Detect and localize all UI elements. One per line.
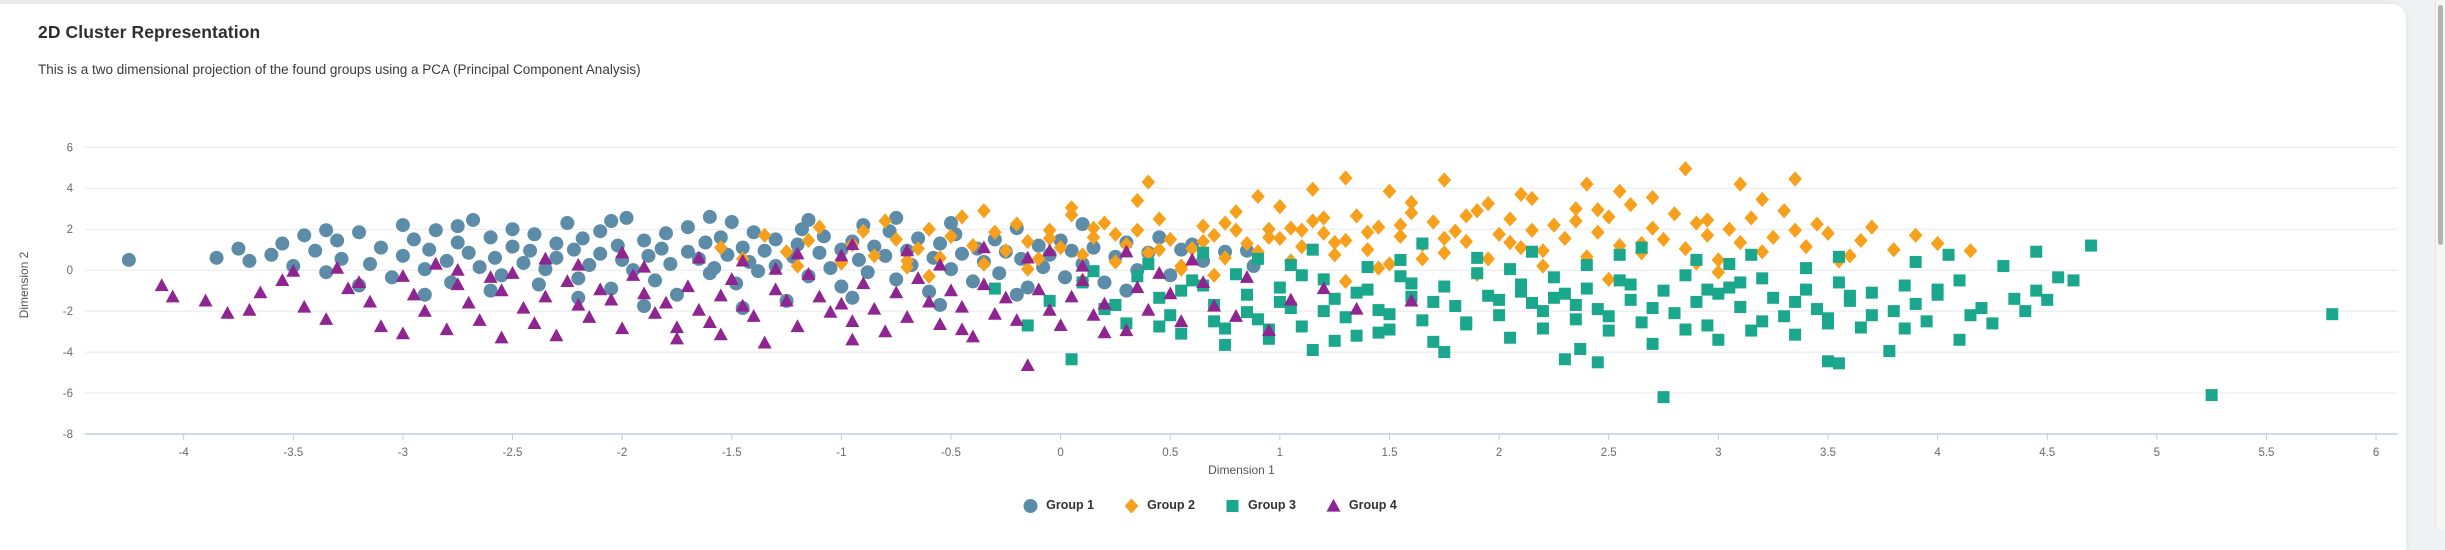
x-tick-label: 3.5 (1820, 447, 1836, 459)
vertical-scrollbar[interactable] (2435, 0, 2445, 530)
x-tick-label: 4.5 (2039, 447, 2055, 459)
chart-legend: Group 1 Group 2 Group 3 Group 4 (0, 492, 2420, 518)
y-tick-label: 4 (67, 183, 74, 195)
x-tick-label: 1.5 (1381, 447, 1397, 459)
x-tick-label: 3 (1715, 447, 1721, 459)
x-tick-label: -1 (836, 447, 846, 459)
legend-marker-diamond-icon (1124, 497, 1139, 513)
y-tick-label: 6 (67, 142, 73, 154)
chart-subtitle: This is a two dimensional projection of … (38, 62, 641, 77)
y-tick-label: -6 (63, 388, 73, 400)
legend-item-group-4[interactable]: Group 4 (1326, 498, 1397, 513)
x-tick-label: 2 (1496, 447, 1502, 459)
x-tick-label: -2.5 (503, 447, 523, 459)
y-tick-label: 2 (67, 224, 73, 236)
chart-title: 2D Cluster Representation (38, 22, 261, 42)
chart-card: 2D Cluster Representation This is a two … (0, 4, 2406, 550)
legend-label: Group 3 (1248, 498, 1296, 512)
y-tick-label: -8 (63, 429, 73, 441)
x-tick-label: 1 (1277, 447, 1283, 459)
legend-label: Group 2 (1147, 498, 1195, 512)
series-group-4[interactable] (154, 237, 1419, 371)
legend-item-group-3[interactable]: Group 3 (1225, 498, 1296, 513)
legend-label: Group 4 (1348, 498, 1397, 512)
x-tick-label: -3.5 (283, 447, 303, 459)
y-axis-title: Dimension 2 (17, 251, 31, 318)
legend-marker-triangle-icon (1326, 498, 1341, 512)
scatter-plot-area[interactable]: -8 -6 -4 -2 0 2 4 6 -4 -3.5 -3 -2.5 -2 -1.5 -1 -0.5 0 0.5… (0, 96, 2420, 486)
legend-item-group-1[interactable]: Group 1 (1023, 498, 1094, 513)
legend-marker-square-icon (1226, 499, 1239, 512)
scrollbar-thumb[interactable] (2437, 5, 2443, 245)
x-tick-label: 0.5 (1162, 447, 1178, 459)
x-tick-label: 4 (1934, 447, 1941, 459)
x-tick-label: 0 (1057, 447, 1063, 459)
x-tick-label: 2.5 (1601, 447, 1617, 459)
x-tick-label: -3 (398, 447, 408, 459)
legend-item-group-2[interactable]: Group 2 (1124, 497, 1195, 513)
x-tick-label: -1.5 (722, 447, 742, 459)
legend-label: Group 1 (1046, 498, 1095, 512)
x-tick-label: -0.5 (941, 447, 961, 459)
x-axis-title: Dimension 1 (1208, 463, 1275, 477)
x-tick-label: -2 (617, 447, 627, 459)
x-tick-label: -4 (179, 447, 190, 459)
series-group-3[interactable] (988, 237, 2339, 404)
legend-marker-circle-icon (1023, 498, 1038, 513)
y-tick-label: -2 (63, 306, 73, 318)
x-tick-label: 5.5 (2258, 447, 2274, 459)
x-tick-label: 5 (2154, 447, 2160, 459)
y-tick-label: -4 (63, 347, 74, 359)
y-tick-label: 0 (67, 265, 73, 277)
x-tick-label: 6 (2373, 447, 2379, 459)
